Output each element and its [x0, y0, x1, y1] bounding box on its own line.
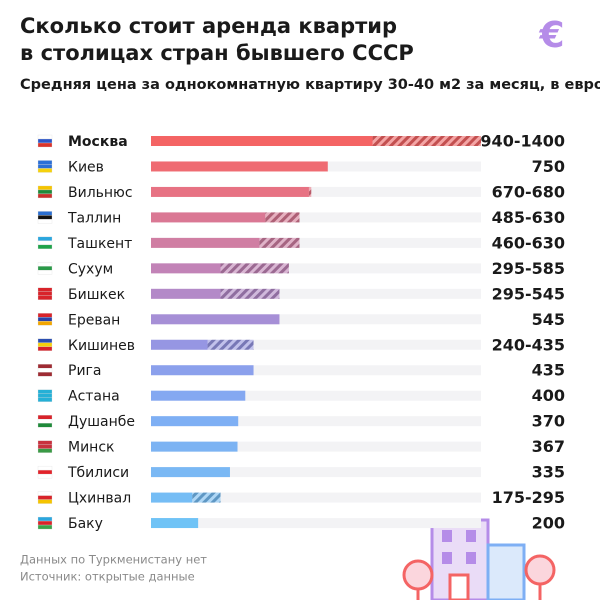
range-bar — [308, 186, 312, 197]
value-label: 335 — [532, 463, 565, 482]
value-label: 240-435 — [492, 335, 565, 354]
bar — [151, 136, 373, 146]
range-bar — [372, 136, 481, 146]
range-bar — [265, 212, 300, 223]
category-label: Астана — [68, 389, 120, 405]
category-label: Москва — [68, 134, 128, 150]
bar — [151, 314, 280, 325]
category-label: Киев — [68, 159, 104, 175]
track — [151, 365, 481, 376]
track — [151, 288, 481, 299]
range-bar — [220, 263, 289, 274]
category-label: Баку — [68, 516, 103, 532]
value-label: 295-545 — [492, 284, 565, 303]
category-label: Душанбе — [68, 414, 135, 430]
bar — [151, 288, 221, 299]
bar — [151, 237, 260, 248]
range-bar — [220, 288, 280, 299]
building-illustration — [402, 518, 556, 600]
track — [151, 467, 481, 478]
track — [151, 339, 481, 350]
track — [151, 416, 481, 427]
value-label: 435 — [532, 361, 565, 380]
range-bar — [259, 237, 300, 248]
bar — [151, 263, 221, 274]
category-label: Ереван — [68, 312, 120, 328]
bar — [151, 416, 239, 427]
value-label: 367 — [532, 437, 565, 456]
range-bar — [207, 339, 254, 350]
category-label: Вильнюс — [68, 185, 133, 201]
value-label: 545 — [532, 310, 565, 329]
category-label: Таллин — [67, 210, 121, 226]
bar — [151, 365, 254, 376]
category-label: Тбилиси — [67, 465, 129, 481]
note: Данных по Туркменистану нет — [20, 553, 207, 567]
bar — [151, 339, 208, 350]
track — [151, 263, 481, 274]
chart-title: Сколько стоит аренда квартир — [20, 14, 397, 38]
track — [151, 492, 481, 503]
bar — [151, 492, 193, 503]
value-label: 940-1400 — [480, 132, 565, 151]
value-label: 200 — [532, 514, 565, 533]
track — [151, 237, 481, 248]
euro-icon: € — [538, 15, 564, 56]
value-label: 750 — [532, 157, 565, 176]
value-label: 370 — [532, 412, 565, 431]
chart-subtitle: Средняя цена за однокомнатную квартиру 3… — [20, 77, 600, 93]
range-bar — [192, 492, 221, 503]
bar — [151, 161, 328, 172]
bar — [151, 390, 246, 401]
value-label: 175-295 — [492, 488, 565, 507]
note: Источник: открытые данные — [20, 570, 195, 584]
category-label: Ташкент — [67, 236, 132, 252]
value-label: 460-630 — [492, 233, 565, 252]
track — [151, 314, 481, 325]
track — [151, 518, 481, 529]
track — [151, 441, 481, 452]
track — [151, 212, 481, 223]
track — [151, 186, 481, 197]
bar — [151, 467, 230, 478]
category-label: Бишкек — [68, 287, 125, 303]
track — [151, 390, 481, 401]
category-label: Кишинев — [68, 338, 135, 354]
category-label: Цхинвал — [68, 491, 131, 507]
value-label: 485-630 — [492, 208, 565, 227]
category-label: Рига — [68, 363, 101, 379]
bar — [151, 518, 199, 529]
category-label: Сухум — [68, 261, 113, 277]
bar — [151, 441, 238, 452]
chart-title: в столицах стран бывшего СССР — [20, 41, 414, 65]
bar — [151, 186, 309, 197]
value-label: 295-585 — [492, 259, 565, 278]
bar — [151, 212, 266, 223]
value-label: 670-680 — [492, 182, 565, 201]
value-label: 400 — [532, 386, 565, 405]
category-label: Минск — [68, 440, 114, 456]
